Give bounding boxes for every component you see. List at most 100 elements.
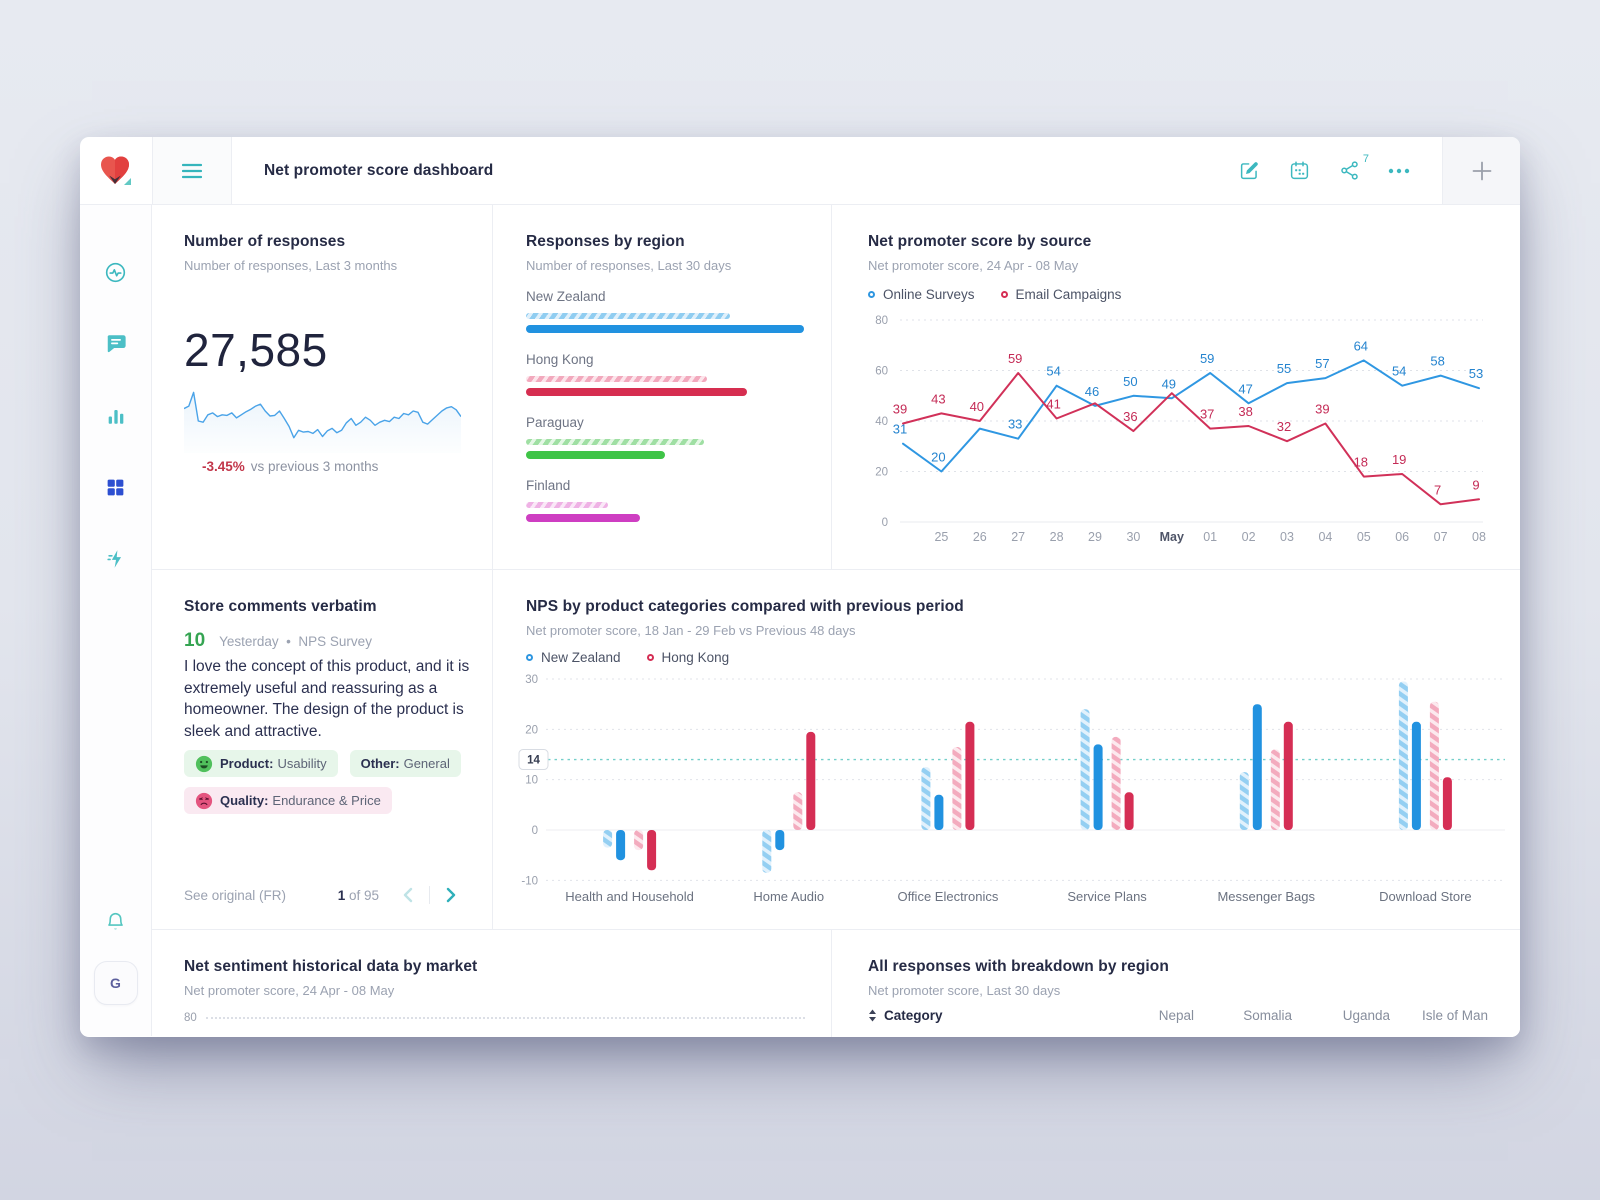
- svg-text:06: 06: [1395, 530, 1409, 544]
- svg-text:46: 46: [1085, 384, 1099, 399]
- svg-text:08: 08: [1472, 530, 1486, 544]
- card-title: Net promoter score by source: [868, 233, 1092, 250]
- card-net-sentiment: Net sentiment historical data by market …: [152, 930, 832, 1037]
- sidebar-item-dashboards[interactable]: [96, 467, 136, 507]
- region-bar-previous: [526, 313, 730, 319]
- column-header-somalia[interactable]: Somalia: [1243, 1008, 1292, 1023]
- legend-item-new-zealand[interactable]: New Zealand: [526, 650, 621, 665]
- heart-logo-icon: [101, 156, 131, 185]
- card-subtitle: Number of responses, Last 30 days: [526, 258, 732, 273]
- flash-icon: [106, 550, 121, 568]
- tag-product[interactable]: Product: Usability: [184, 750, 338, 777]
- column-header-isle-of-man[interactable]: Isle of Man: [1421, 1008, 1488, 1023]
- responses-sparkline-chart: [183, 381, 462, 453]
- bar-chart-icon: [108, 410, 123, 424]
- calendar-button[interactable]: [1288, 160, 1310, 182]
- breakdown-columns: Nepal Somalia Uganda Isle of Man: [1096, 1008, 1488, 1023]
- card-subtitle: Net promoter score, 18 Jan - 29 Feb vs P…: [526, 623, 856, 638]
- card-subtitle: Net promoter score, 24 Apr - 08 May: [184, 983, 395, 998]
- tag-other[interactable]: Other: General: [349, 750, 461, 777]
- categories-legend: New Zealand Hong Kong: [526, 650, 1487, 665]
- svg-text:30: 30: [525, 674, 538, 686]
- svg-text:29: 29: [1088, 530, 1102, 544]
- tag-label: Other:: [360, 756, 400, 771]
- breakdown-table-header: Category Nepal Somalia Uganda Isle of Ma…: [868, 1008, 1488, 1023]
- sidebar-item-activity[interactable]: [96, 252, 136, 292]
- card-store-comments: Store comments verbatim 10 Yesterday • N…: [152, 570, 493, 930]
- svg-text:53: 53: [1469, 366, 1483, 381]
- chevron-left-icon: [403, 887, 413, 903]
- svg-text:Home Audio: Home Audio: [753, 889, 824, 904]
- add-new-button[interactable]: [1442, 137, 1520, 204]
- region-bars-chart: New Zealand Hong Kong Paraguay Finland: [526, 289, 804, 522]
- legend-item-hong-kong[interactable]: Hong Kong: [646, 650, 729, 665]
- svg-text:58: 58: [1430, 354, 1444, 369]
- top-bar: Net promoter score dashboard: [80, 137, 1520, 205]
- share-count-badge: 7: [1362, 152, 1369, 165]
- bell-icon: [108, 912, 123, 930]
- edit-button[interactable]: [1238, 160, 1260, 182]
- tag-value: Usability: [277, 756, 327, 771]
- svg-text:01: 01: [1203, 530, 1217, 544]
- app-logo[interactable]: [80, 137, 152, 204]
- svg-text:0: 0: [882, 517, 888, 529]
- see-original-link[interactable]: See original (FR): [184, 887, 287, 903]
- svg-text:80: 80: [875, 315, 888, 327]
- svg-text:Service Plans: Service Plans: [1067, 889, 1147, 904]
- happy-face-icon: [195, 755, 213, 772]
- page-indicator: 1 of 95: [338, 888, 379, 903]
- user-avatar[interactable]: G: [93, 961, 138, 1005]
- svg-text:32: 32: [1277, 419, 1291, 434]
- card-number-of-responses: Number of responses Number of responses,…: [152, 205, 493, 570]
- card-responses-breakdown: All responses with breakdown by region N…: [832, 930, 1520, 1037]
- tag-value: Endurance & Price: [272, 793, 381, 808]
- svg-text:43: 43: [931, 391, 945, 406]
- more-options-button[interactable]: [1388, 160, 1410, 182]
- share-button[interactable]: 7: [1338, 153, 1369, 182]
- svg-text:37: 37: [1200, 407, 1214, 422]
- ellipsis-icon: [1388, 168, 1410, 173]
- tag-quality[interactable]: Quality: Endurance & Price: [184, 787, 392, 814]
- svg-text:14: 14: [527, 755, 540, 767]
- region-label: New Zealand: [526, 289, 606, 304]
- tag-label: Product:: [220, 756, 274, 771]
- nps-score-value: 10: [184, 630, 206, 651]
- category-header-label: Category: [884, 1008, 943, 1023]
- reference-line-label: 14: [518, 749, 549, 771]
- svg-text:Office Electronics: Office Electronics: [897, 889, 998, 904]
- category-sort-header[interactable]: Category: [868, 1008, 943, 1023]
- sidebar-item-comments[interactable]: [96, 323, 136, 363]
- sidebar-item-automations[interactable]: [96, 539, 136, 579]
- series-marker-icon: [868, 291, 875, 298]
- svg-text:Messenger Bags: Messenger Bags: [1217, 889, 1315, 904]
- region-bar-previous: [526, 439, 704, 445]
- legend-item-email-campaigns[interactable]: Email Campaigns: [1000, 287, 1121, 302]
- svg-text:May: May: [1160, 530, 1184, 544]
- svg-text:10: 10: [525, 775, 538, 787]
- legend-item-online-surveys[interactable]: Online Surveys: [868, 287, 975, 302]
- svg-text:Health and Household: Health and Household: [565, 889, 694, 904]
- column-header-uganda[interactable]: Uganda: [1342, 1008, 1390, 1023]
- previous-comment-button[interactable]: [397, 884, 419, 906]
- svg-text:49: 49: [1162, 376, 1176, 391]
- share-icon: [1340, 161, 1358, 180]
- menu-toggle-button[interactable]: [152, 137, 232, 204]
- sidebar-item-analytics[interactable]: [96, 396, 136, 436]
- page-title: Net promoter score dashboard: [264, 161, 494, 179]
- region-bar-group: New Zealand: [526, 289, 804, 333]
- region-bar-previous: [526, 376, 707, 382]
- region-bar-group: Finland: [526, 478, 801, 522]
- nps-by-category-bar-chart: -10 0 10 20 30 14 Health and Household Home Aud…: [518, 674, 1505, 904]
- column-header-nepal[interactable]: Nepal: [1158, 1008, 1194, 1023]
- svg-text:31: 31: [893, 422, 907, 437]
- region-bar-current: [526, 325, 804, 333]
- series-marker-icon: [1000, 291, 1008, 298]
- comment-tags: Product: Usability Other: General Quality:…: [184, 750, 476, 814]
- svg-text:33: 33: [1008, 417, 1022, 432]
- region-bar-current: [526, 388, 747, 396]
- source-legend: Online Surveys Email Campaigns: [868, 287, 1484, 302]
- comment-meta: Yesterday • NPS Survey: [219, 634, 372, 649]
- sidebar-nav: G: [80, 205, 152, 1036]
- next-comment-button[interactable]: [440, 884, 462, 906]
- notifications-button[interactable]: [96, 902, 136, 942]
